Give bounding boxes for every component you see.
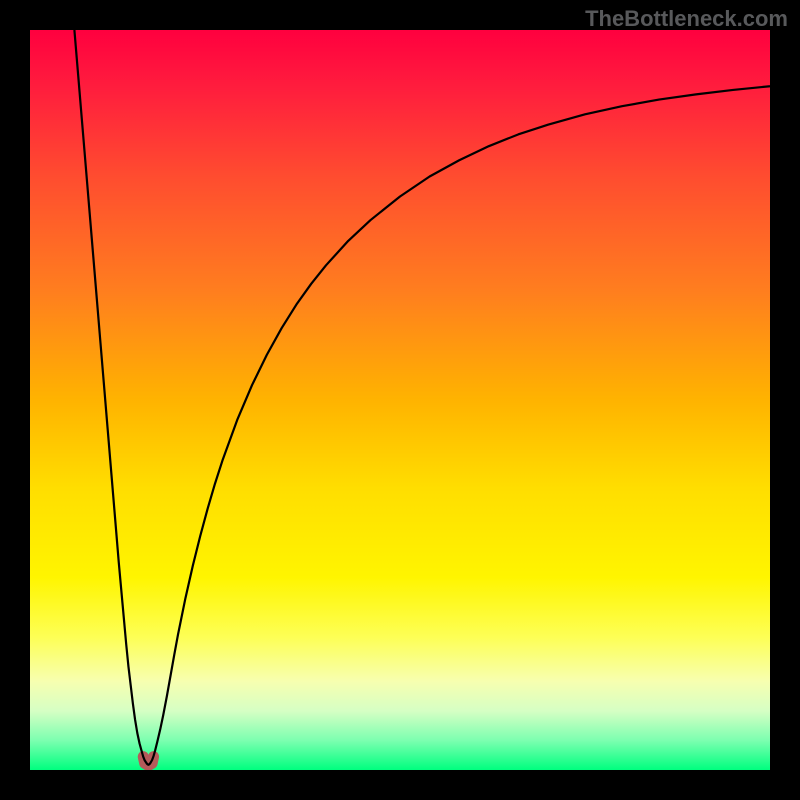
watermark-label: TheBottleneck.com <box>585 6 788 32</box>
bottleneck-plot <box>30 30 770 770</box>
plot-background <box>30 30 770 770</box>
